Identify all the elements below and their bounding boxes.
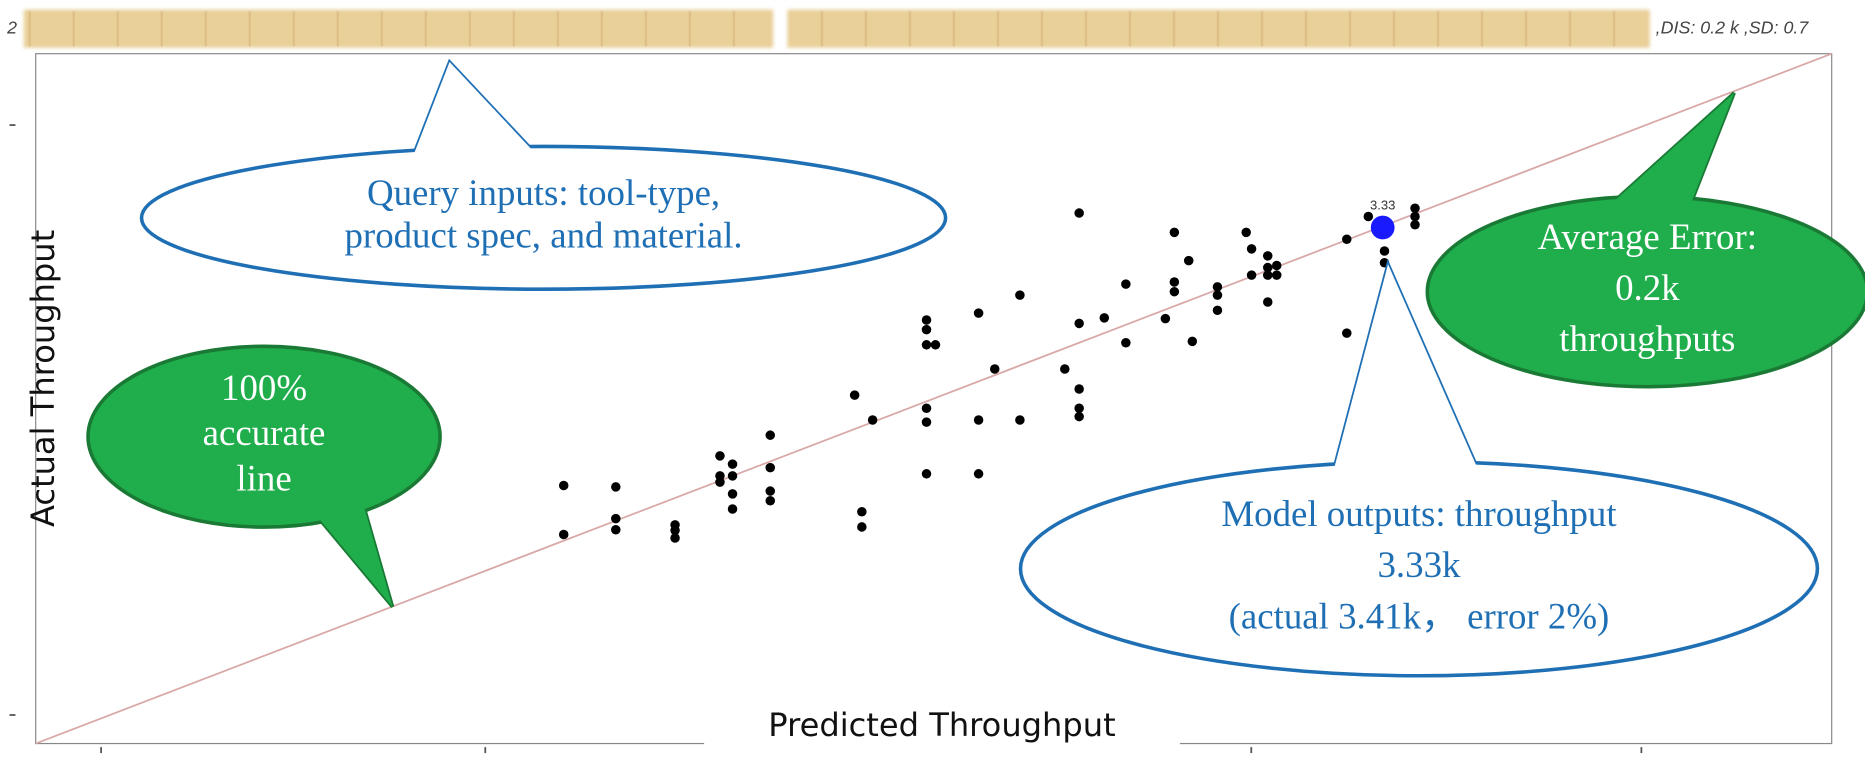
point bbox=[670, 533, 680, 543]
highlight-point bbox=[1371, 216, 1395, 240]
point bbox=[1015, 415, 1025, 425]
point bbox=[931, 340, 941, 350]
point bbox=[765, 430, 775, 440]
point bbox=[1161, 314, 1171, 324]
point bbox=[1184, 256, 1194, 266]
callout-text: accurate bbox=[203, 412, 326, 453]
point bbox=[559, 530, 569, 540]
point bbox=[1241, 228, 1251, 238]
point bbox=[1121, 338, 1131, 348]
callout-text: 3.33k bbox=[1378, 544, 1462, 585]
y-axis-label: Actual Throughput bbox=[24, 230, 62, 527]
point bbox=[1342, 328, 1352, 338]
point bbox=[1100, 313, 1110, 323]
callout-text: Query inputs: tool-type, bbox=[367, 172, 720, 213]
point bbox=[1380, 246, 1390, 256]
point bbox=[922, 417, 932, 427]
point bbox=[974, 469, 984, 479]
x-axis-label: Predicted Throughput bbox=[768, 706, 1115, 744]
point bbox=[1188, 337, 1198, 347]
point bbox=[974, 308, 984, 318]
point bbox=[1247, 244, 1257, 254]
point bbox=[922, 315, 932, 325]
point bbox=[922, 469, 932, 479]
point bbox=[1263, 251, 1273, 261]
point bbox=[1074, 384, 1084, 394]
point bbox=[857, 507, 867, 517]
point bbox=[1410, 212, 1420, 222]
point bbox=[728, 459, 738, 469]
point bbox=[974, 415, 984, 425]
point bbox=[1410, 203, 1420, 213]
callout-text: (actual 3.41k， error 2%) bbox=[1229, 595, 1610, 637]
point bbox=[922, 404, 932, 414]
point bbox=[1213, 306, 1223, 316]
point bbox=[1074, 208, 1084, 218]
point bbox=[715, 451, 725, 461]
point bbox=[1170, 277, 1180, 287]
point bbox=[868, 415, 878, 425]
callout-text: 0.2k bbox=[1615, 267, 1680, 308]
point bbox=[1342, 235, 1352, 245]
point bbox=[1074, 319, 1084, 329]
point bbox=[728, 471, 738, 481]
point bbox=[1272, 270, 1282, 280]
point bbox=[765, 496, 775, 506]
chart: 2 ,DIS: 0.2 k ,SD: 0.7 Predicted Through… bbox=[0, 0, 1865, 758]
point-label: 3.33 bbox=[1370, 198, 1395, 213]
point bbox=[922, 340, 932, 350]
point bbox=[765, 463, 775, 473]
point bbox=[1015, 290, 1025, 300]
point bbox=[1263, 297, 1273, 307]
point bbox=[611, 514, 621, 524]
point bbox=[1121, 279, 1131, 289]
point bbox=[611, 525, 621, 535]
point bbox=[1213, 290, 1223, 300]
callout-text: 100% bbox=[221, 367, 307, 408]
point bbox=[850, 390, 860, 400]
page: {"chart_data": { "type": "scatter", "hea… bbox=[0, 0, 1865, 758]
point bbox=[1263, 270, 1273, 280]
point bbox=[922, 325, 932, 335]
callout-text: Model outputs: throughput bbox=[1221, 493, 1617, 534]
point bbox=[1410, 220, 1420, 230]
header-right: ,DIS: 0.2 k ,SD: 0.7 bbox=[1656, 17, 1810, 37]
point bbox=[1074, 412, 1084, 422]
point bbox=[1170, 287, 1180, 297]
header-left: 2 bbox=[6, 17, 17, 37]
point bbox=[728, 504, 738, 514]
point bbox=[611, 482, 621, 492]
point bbox=[1364, 212, 1374, 222]
point bbox=[1213, 282, 1223, 292]
callout-text: line bbox=[236, 457, 291, 498]
point bbox=[559, 481, 569, 491]
point bbox=[1074, 404, 1084, 414]
point bbox=[857, 522, 867, 532]
point bbox=[765, 486, 775, 496]
callout-text: throughputs bbox=[1559, 318, 1735, 359]
point bbox=[1272, 261, 1282, 271]
point bbox=[728, 489, 738, 499]
point bbox=[715, 477, 725, 487]
blurred-header bbox=[24, 10, 1650, 48]
point bbox=[990, 364, 1000, 374]
callout-text: product spec, and material. bbox=[344, 215, 742, 256]
point bbox=[1060, 364, 1070, 374]
callout-text: Average Error: bbox=[1538, 216, 1757, 257]
point bbox=[1170, 228, 1180, 238]
point bbox=[1247, 270, 1257, 280]
